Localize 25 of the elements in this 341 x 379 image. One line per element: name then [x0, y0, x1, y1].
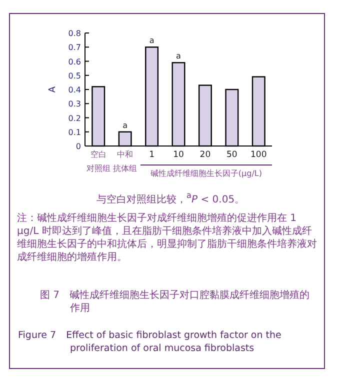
annotation: a — [149, 36, 154, 46]
x-tick-label: 10 — [173, 150, 184, 160]
y-tick-label: 0 — [76, 142, 81, 151]
y-axis-title: A — [48, 86, 58, 93]
text: 与空白对照组比较，$^{a}$P < 0.05。 — [95, 189, 246, 206]
y-tick-label: 0.6 — [68, 57, 81, 66]
y-tick-label: 0.4 — [68, 86, 81, 94]
x-tick-label: 1 — [149, 150, 154, 160]
y-tick-label: 0.1 — [68, 128, 81, 137]
x-axis-title: 碱性成纤维细胞生长因子(μg/L) — [150, 169, 262, 178]
x-tick-label: 空白对照组 — [86, 150, 110, 173]
text: 注：碱性成纤维细胞生长因子对成纤维细胞增殖的促进作用在 1 μg/L 时即达到了峰值，且在脂肪干细胞条件培养液中加入碱性成纤维细胞生长因子的中和抗体后，明显抑制了脂肪干细胞条件培养液对成纤维细胞的增殖作用。 — [17, 212, 317, 264]
y-tick-label: 0.5 — [68, 71, 81, 80]
x-tick-label: 中和抗体组 — [113, 150, 138, 173]
y-tick-label: 0.8 — [68, 29, 81, 38]
y-tick-label: 0.7 — [68, 43, 81, 52]
text: 图 7 碱性成纤维细胞生长因子对口腔黏膜成纤维细胞增殖的作用 — [40, 289, 311, 315]
text: Figure 7 Effect of basic fibroblast growth factor on the proliferation of oral mucosa fibroblasts — [18, 329, 282, 355]
y-tick-label: 0.3 — [68, 100, 81, 109]
annotation: a — [122, 120, 128, 130]
y-tick-label: 0.2 — [68, 114, 81, 123]
x-tick-label: 100 — [250, 150, 267, 160]
x-tick-label: 20 — [200, 150, 211, 160]
annotation: a — [176, 52, 182, 61]
x-tick-label: 50 — [226, 150, 238, 160]
